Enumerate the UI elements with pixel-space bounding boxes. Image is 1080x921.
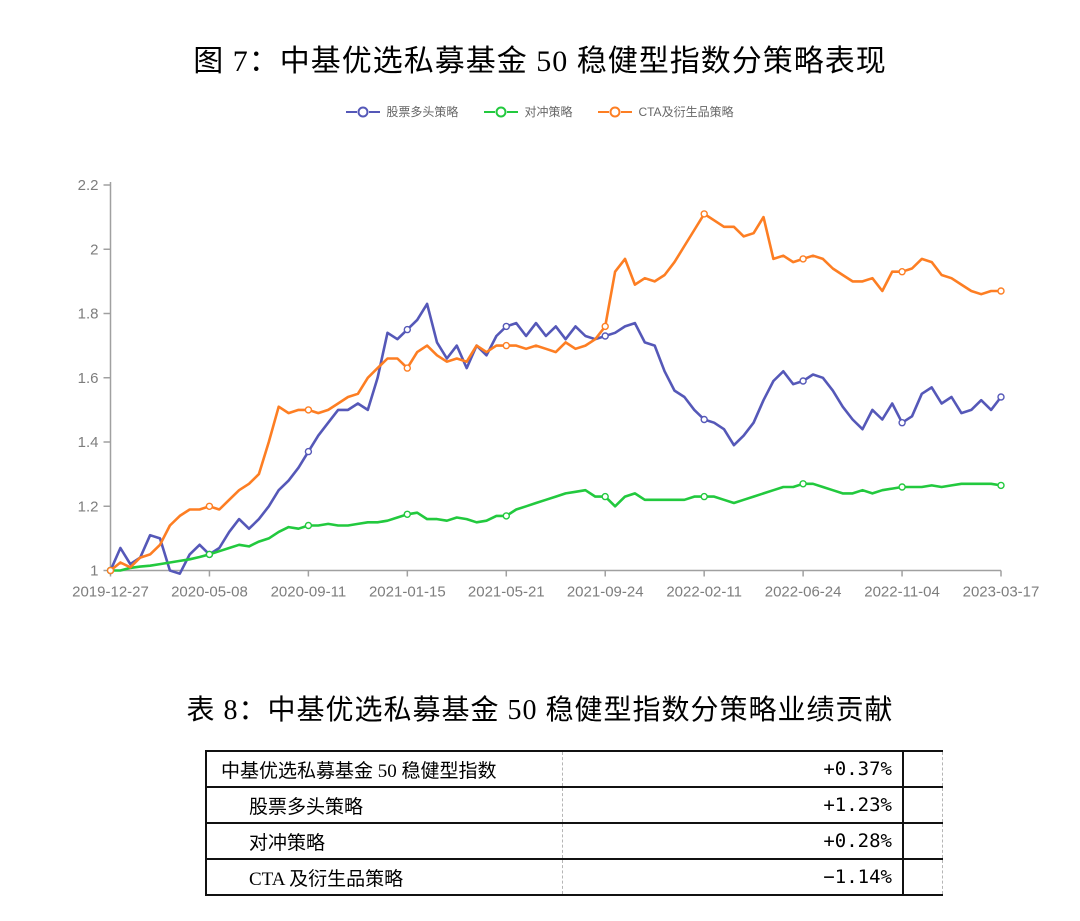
strategy-label-cell: 对冲策略: [206, 823, 563, 860]
table-row: 股票多头策略 +1.23%: [206, 787, 943, 824]
legend-item-1[interactable]: 对冲策略: [484, 103, 572, 120]
series-marker: [799, 255, 807, 263]
empty-cell: [903, 751, 943, 788]
legend-marker-icon: [598, 106, 633, 117]
legend-item-2[interactable]: CTA及衍生品策略: [598, 103, 734, 120]
x-tick-label: 2020-09-11: [271, 584, 347, 601]
series-marker: [304, 447, 313, 456]
legend-marker-icon: [484, 106, 519, 117]
series-marker: [205, 502, 214, 510]
series-marker: [700, 415, 708, 424]
legend-label: 股票多头策略: [386, 105, 459, 119]
x-tick-label: 2022-06-24: [765, 584, 842, 601]
legend-marker-icon: [346, 106, 381, 117]
series-marker: [898, 419, 906, 427]
series-marker: [601, 492, 609, 501]
y-tick-label: 1.6: [78, 370, 99, 387]
series-marker: [304, 521, 313, 530]
x-tick-label: 2021-01-15: [369, 584, 446, 601]
series-marker: [502, 322, 510, 331]
table-row: CTA 及衍生品策略 −1.14%: [206, 859, 943, 896]
empty-cell: [903, 859, 943, 896]
series-marker: [601, 322, 609, 331]
series-marker: [898, 267, 906, 276]
contribution-value-cell: −1.14%: [562, 859, 904, 896]
x-tick-label: 2022-02-11: [666, 584, 742, 601]
empty-cell: [903, 823, 943, 860]
y-tick-label: 1.4: [78, 434, 99, 451]
chart-canvas: 1 1.2 1.4 1.6 1.8 2 2.2 2019-12-27 2020-05-08 202…: [72, 177, 1040, 601]
series-line-1: [109, 482, 1003, 572]
y-tick-label: 2: [90, 241, 98, 258]
x-tick-label: 2019-12-27: [72, 584, 149, 601]
series-marker: [799, 377, 807, 385]
x-tick-label: 2023-03-17: [963, 584, 1040, 601]
chart-legend: 股票多头策略 对冲策略 CTA及衍生品策略: [0, 103, 1080, 120]
empty-cell: [903, 787, 943, 824]
x-tick-label: 2021-05-21: [468, 584, 545, 601]
y-tick-label: 1.2: [78, 498, 99, 515]
y-tick-label: 1.8: [78, 306, 99, 323]
table-title: 表 8：中基优选私募基金 50 稳健型指数分策略业绩贡献: [186, 695, 894, 726]
series-marker: [502, 512, 510, 520]
x-tick-label: 2020-05-08: [171, 584, 248, 601]
figure-title: 图 7：中基优选私募基金 50 稳健型指数分策略表现: [193, 45, 887, 78]
x-tick-label: 2022-11-04: [864, 584, 940, 601]
series-marker: [997, 393, 1005, 401]
series-marker: [403, 325, 411, 334]
legend-item-0[interactable]: 股票多头策略: [346, 103, 458, 120]
contribution-value-cell: +1.23%: [562, 787, 904, 824]
line-chart: 1 1.2 1.4 1.6 1.8 2 2.2 2019-12-27 2020-05-08 202…: [0, 140, 1080, 620]
series-line-2: [109, 212, 1003, 572]
series-marker: [304, 406, 313, 414]
performance-table: 中基优选私募基金 50 稳健型指数 +0.37% 股票多头策略 +1.23% 对冲策略 +…: [205, 750, 943, 896]
series-marker: [997, 287, 1005, 295]
contribution-value-cell: +0.37%: [562, 751, 904, 788]
strategy-label-cell: 股票多头策略: [206, 787, 563, 824]
series-marker: [106, 566, 115, 575]
series-line-0: [109, 302, 1003, 576]
strategy-label-cell: 中基优选私募基金 50 稳健型指数: [206, 751, 563, 788]
series-marker: [403, 364, 411, 372]
y-tick-label: 2.2: [78, 177, 99, 194]
table-row: 对冲策略 +0.28%: [206, 823, 943, 860]
contribution-value-cell: +0.28%: [562, 823, 904, 860]
y-tick-label: 1: [90, 563, 98, 580]
strategy-label-cell: CTA 及衍生品策略: [206, 859, 563, 896]
series-marker: [205, 550, 214, 559]
series-marker: [700, 492, 708, 501]
table-row: 中基优选私募基金 50 稳健型指数 +0.37%: [206, 751, 943, 788]
legend-label: CTA及衍生品策略: [638, 105, 734, 119]
x-tick-label: 2021-09-24: [567, 584, 644, 601]
series-marker: [799, 480, 807, 488]
legend-label: 对冲策略: [524, 105, 573, 119]
series-marker: [403, 510, 411, 518]
series-marker: [898, 483, 906, 491]
axis-lines: [109, 182, 1001, 572]
series-marker: [601, 332, 609, 340]
series-marker: [997, 481, 1005, 490]
series-marker: [502, 341, 510, 350]
series-marker: [700, 210, 708, 218]
